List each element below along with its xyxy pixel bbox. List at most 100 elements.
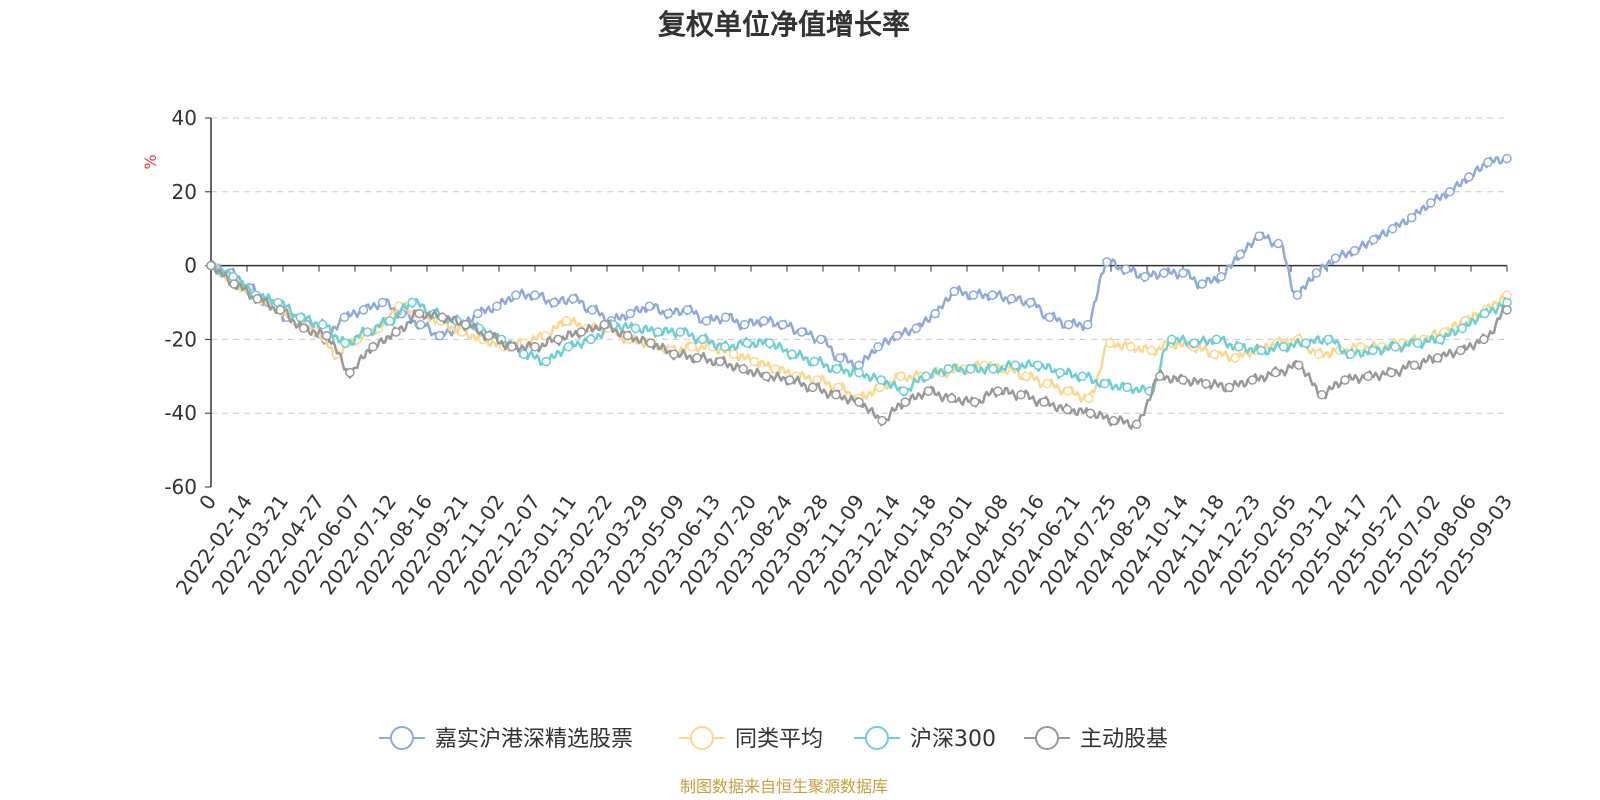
series-point <box>876 375 887 385</box>
series-point <box>1502 305 1512 315</box>
series-point <box>473 308 483 319</box>
series-point <box>553 334 563 345</box>
series-point <box>1085 408 1096 418</box>
series-point <box>377 297 388 308</box>
series-point <box>1317 390 1327 400</box>
series-point <box>1330 253 1341 263</box>
series-point <box>492 301 502 311</box>
series-point <box>563 342 574 352</box>
series-point <box>816 334 826 345</box>
series-line <box>210 263 1509 403</box>
series-point <box>1387 223 1398 234</box>
series-point <box>1063 386 1073 396</box>
legend-marker <box>690 726 714 750</box>
series-point <box>1502 153 1512 164</box>
series-point <box>1479 334 1489 345</box>
series-point <box>1445 187 1455 197</box>
series-point <box>358 305 369 315</box>
series-point <box>1121 264 1131 275</box>
series-point <box>1044 312 1055 323</box>
series-point <box>368 342 378 352</box>
series-point <box>1209 349 1220 359</box>
series-point <box>877 415 887 426</box>
series-point <box>549 297 559 308</box>
series-point <box>321 330 332 341</box>
series-point <box>340 338 350 348</box>
series-point <box>1345 349 1356 359</box>
series-point <box>663 308 674 319</box>
series-point <box>206 260 216 271</box>
series-point <box>898 386 909 396</box>
series-point <box>669 349 679 359</box>
series-point <box>1108 415 1119 426</box>
series-point <box>896 371 906 382</box>
y-tick-label: 20 <box>172 180 197 204</box>
series-point <box>965 364 976 374</box>
y-tick-label: -20 <box>164 327 197 351</box>
series-point <box>1412 338 1423 348</box>
series-point <box>969 397 980 407</box>
series-point <box>511 290 521 300</box>
series-point <box>787 349 797 359</box>
series-point <box>1301 338 1311 348</box>
legend-label: 沪深300 <box>910 727 996 752</box>
series-point <box>1247 375 1258 385</box>
series-point <box>854 367 864 378</box>
series-point <box>831 390 841 400</box>
series-point <box>599 319 610 330</box>
series-point <box>317 319 328 330</box>
series-point <box>1146 345 1157 356</box>
series-point <box>1455 345 1466 356</box>
series-point <box>1039 397 1049 407</box>
series-point <box>1006 294 1017 304</box>
series-point <box>587 305 597 315</box>
series-point <box>391 327 401 337</box>
series-point <box>1189 338 1199 348</box>
series-point <box>968 290 979 300</box>
series-point <box>715 356 725 367</box>
series-point <box>809 356 820 367</box>
series-point <box>1122 382 1132 393</box>
series-point <box>1084 393 1094 404</box>
legend-marker <box>390 726 414 750</box>
series-point <box>873 342 883 352</box>
series-point <box>460 319 471 330</box>
series-point <box>946 393 957 404</box>
series-point <box>1254 231 1264 241</box>
series-point <box>1363 371 1373 382</box>
y-tick-label: -40 <box>164 401 197 425</box>
series-point <box>764 338 775 348</box>
series-point <box>758 316 769 326</box>
series-point <box>1406 212 1417 223</box>
series-point <box>1216 271 1226 282</box>
series-point <box>875 382 885 393</box>
series-point <box>807 382 818 393</box>
series-point <box>1390 342 1401 352</box>
series-point <box>483 330 494 341</box>
series-point <box>1235 249 1245 260</box>
series-point <box>1159 268 1169 278</box>
series-point <box>541 356 551 367</box>
series-point <box>1314 349 1324 359</box>
legend: 嘉实沪港深精选股票 同类平均 沪深300 主动股基 <box>379 726 1168 752</box>
series-point <box>437 312 448 323</box>
series-point <box>1021 371 1031 382</box>
series-point <box>625 308 636 319</box>
series-point <box>1167 334 1177 345</box>
series-point <box>1155 371 1165 382</box>
series-point <box>1409 360 1420 370</box>
series-point <box>519 349 529 359</box>
chart-title: 复权单位净值增长率 <box>658 8 910 41</box>
series-line <box>209 156 1508 371</box>
series-point <box>1355 342 1366 352</box>
series-point <box>1270 367 1281 378</box>
series-point <box>1010 360 1021 370</box>
series-point <box>1102 257 1112 267</box>
series-point <box>701 316 712 326</box>
series-point <box>1077 371 1088 382</box>
x-tick-label: 0 <box>194 490 221 514</box>
series-point <box>1178 375 1188 385</box>
series-point <box>682 305 693 315</box>
legend-label: 主动股基 <box>1080 727 1168 752</box>
series-point <box>692 353 702 363</box>
